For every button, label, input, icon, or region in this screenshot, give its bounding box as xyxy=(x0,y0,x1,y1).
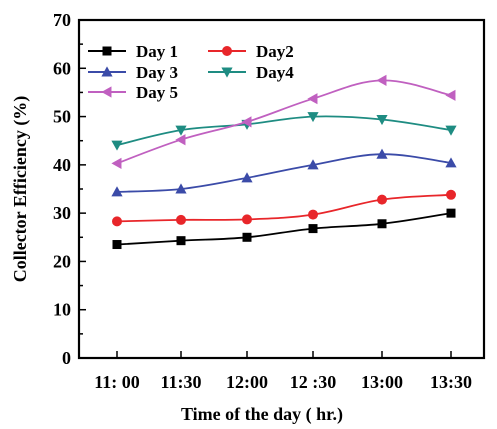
marker-circle xyxy=(446,189,456,200)
marker-triangle-left xyxy=(101,86,112,98)
legend-label: Day 1 xyxy=(136,42,178,61)
marker-circle xyxy=(242,214,252,225)
x-tick-label: 12 :30 xyxy=(290,372,337,392)
legend-label: Day 3 xyxy=(136,63,178,82)
x-tick-label: 11: 00 xyxy=(94,372,140,392)
y-tick-label: 40 xyxy=(53,155,71,175)
marker-square xyxy=(176,236,186,246)
marker-square xyxy=(242,232,252,242)
marker-triangle-down xyxy=(307,112,319,123)
marker-circle xyxy=(222,46,232,56)
legend: Day 1 Day2 Day 3 Day4 Day 5 xyxy=(88,42,294,102)
marker-triangle-left xyxy=(175,134,186,146)
marker-triangle-down xyxy=(445,125,457,136)
axis-ticks: 0 10 20 30 40 50 60 70 11: 00 11:30 12:00 12 :30 13:… xyxy=(53,10,472,392)
marker-circle xyxy=(377,194,387,205)
marker-triangle-up xyxy=(175,183,187,194)
marker-square xyxy=(377,219,387,229)
series-line xyxy=(116,153,452,193)
x-axis-title: Time of the day ( hr.) xyxy=(181,404,343,425)
x-tick-label: 13:30 xyxy=(430,372,472,392)
series-line xyxy=(116,212,452,246)
marker-circle xyxy=(176,214,186,225)
y-tick-label: 20 xyxy=(53,251,71,271)
y-axis-title: Collector Efficiency (%) xyxy=(10,96,31,283)
y-tick-label: 50 xyxy=(53,107,71,127)
y-tick-label: 10 xyxy=(53,300,71,320)
marker-triangle-up xyxy=(445,157,457,168)
y-tick-label: 30 xyxy=(53,203,71,223)
marker-triangle-up xyxy=(376,148,388,159)
y-tick-label: 60 xyxy=(53,58,71,78)
marker-triangle-up xyxy=(101,66,113,77)
marker-triangle-up xyxy=(111,186,123,197)
series-lines xyxy=(111,74,457,250)
y-tick-label: 70 xyxy=(53,10,71,30)
series-line xyxy=(116,193,452,223)
legend-label: Day4 xyxy=(256,63,294,82)
marker-triangle-down xyxy=(376,114,388,126)
marker-triangle-down xyxy=(111,140,123,151)
marker-circle xyxy=(112,216,122,227)
y-tick-label: 0 xyxy=(62,348,71,368)
marker-square xyxy=(446,208,456,218)
marker-triangle-left xyxy=(111,157,122,170)
marker-square xyxy=(102,46,112,56)
marker-triangle-down xyxy=(175,125,187,136)
marker-triangle-left xyxy=(445,89,456,101)
marker-circle xyxy=(308,209,318,220)
marker-triangle-down xyxy=(221,67,233,78)
series-line xyxy=(116,79,452,165)
marker-square xyxy=(112,240,122,250)
plot-area-frame xyxy=(77,18,486,360)
marker-square xyxy=(308,224,318,234)
marker-triangle-left xyxy=(376,74,387,86)
x-tick-label: 12:00 xyxy=(226,372,268,392)
legend-label: Day2 xyxy=(256,42,294,61)
marker-triangle-left xyxy=(307,93,318,105)
x-tick-label: 11:30 xyxy=(160,372,201,392)
x-tick-label: 13:00 xyxy=(361,372,403,392)
marker-triangle-up xyxy=(307,159,319,170)
series-line xyxy=(116,115,452,146)
legend-label: Day 5 xyxy=(136,83,178,102)
marker-triangle-left xyxy=(241,116,252,128)
marker-triangle-up xyxy=(241,172,253,183)
